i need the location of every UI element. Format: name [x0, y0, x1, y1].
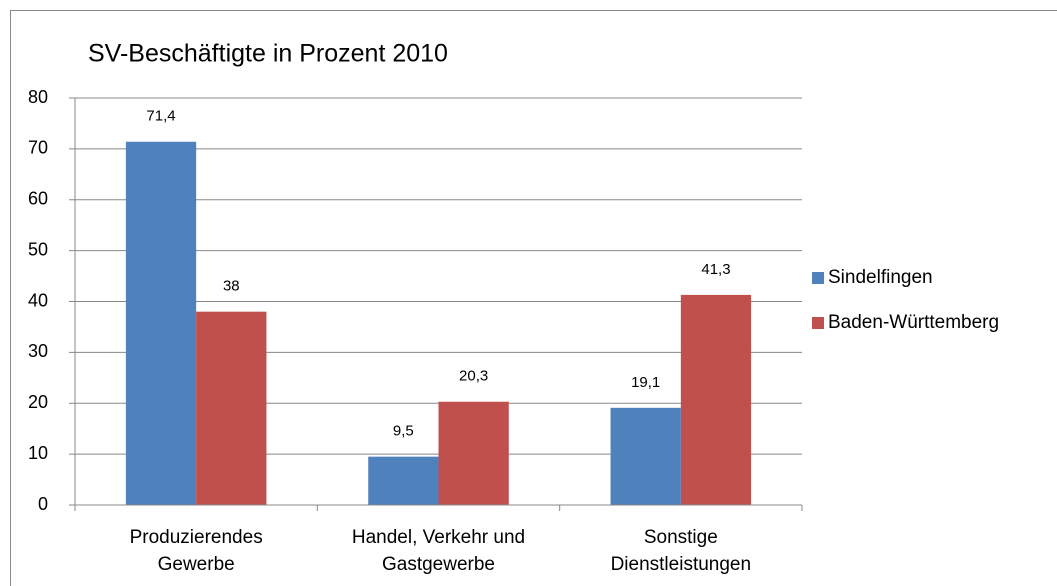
y-tick-label: 30 [28, 341, 48, 361]
legend-swatch [812, 272, 824, 284]
y-tick-label: 60 [28, 189, 48, 209]
y-tick-label: 0 [38, 494, 48, 514]
y-tick-label: 40 [28, 290, 48, 310]
data-label: 71,4 [146, 108, 175, 125]
y-tick-label: 70 [28, 138, 48, 158]
y-tick-label: 20 [28, 392, 48, 412]
data-label: 19,1 [631, 374, 660, 391]
legend-label: Sindelfingen [828, 267, 933, 288]
legend-swatch [812, 317, 824, 329]
bar [438, 401, 509, 505]
chart-title: SV-Beschäftigte in Prozent 2010 [88, 40, 448, 68]
bar [610, 407, 681, 505]
x-tick-label: Handel, Verkehr und Gastgewerbe [351, 527, 526, 575]
x-tick-label: Sonstige Dienstleistungen [610, 527, 752, 575]
data-label: 41,3 [701, 261, 730, 278]
data-label: 9,5 [393, 423, 414, 440]
legend-label: Baden-Württemberg [828, 312, 999, 333]
bar [368, 456, 439, 505]
y-tick-label: 50 [28, 239, 48, 259]
data-label: 20,3 [459, 368, 488, 385]
y-tick-label: 10 [28, 443, 48, 463]
bar [196, 311, 267, 505]
x-tick-label: Produzierendes Gewerbe [129, 527, 263, 575]
data-label: 38 [223, 278, 240, 295]
bar [680, 294, 752, 505]
y-tick-label: 80 [28, 87, 48, 107]
bar [125, 141, 197, 505]
